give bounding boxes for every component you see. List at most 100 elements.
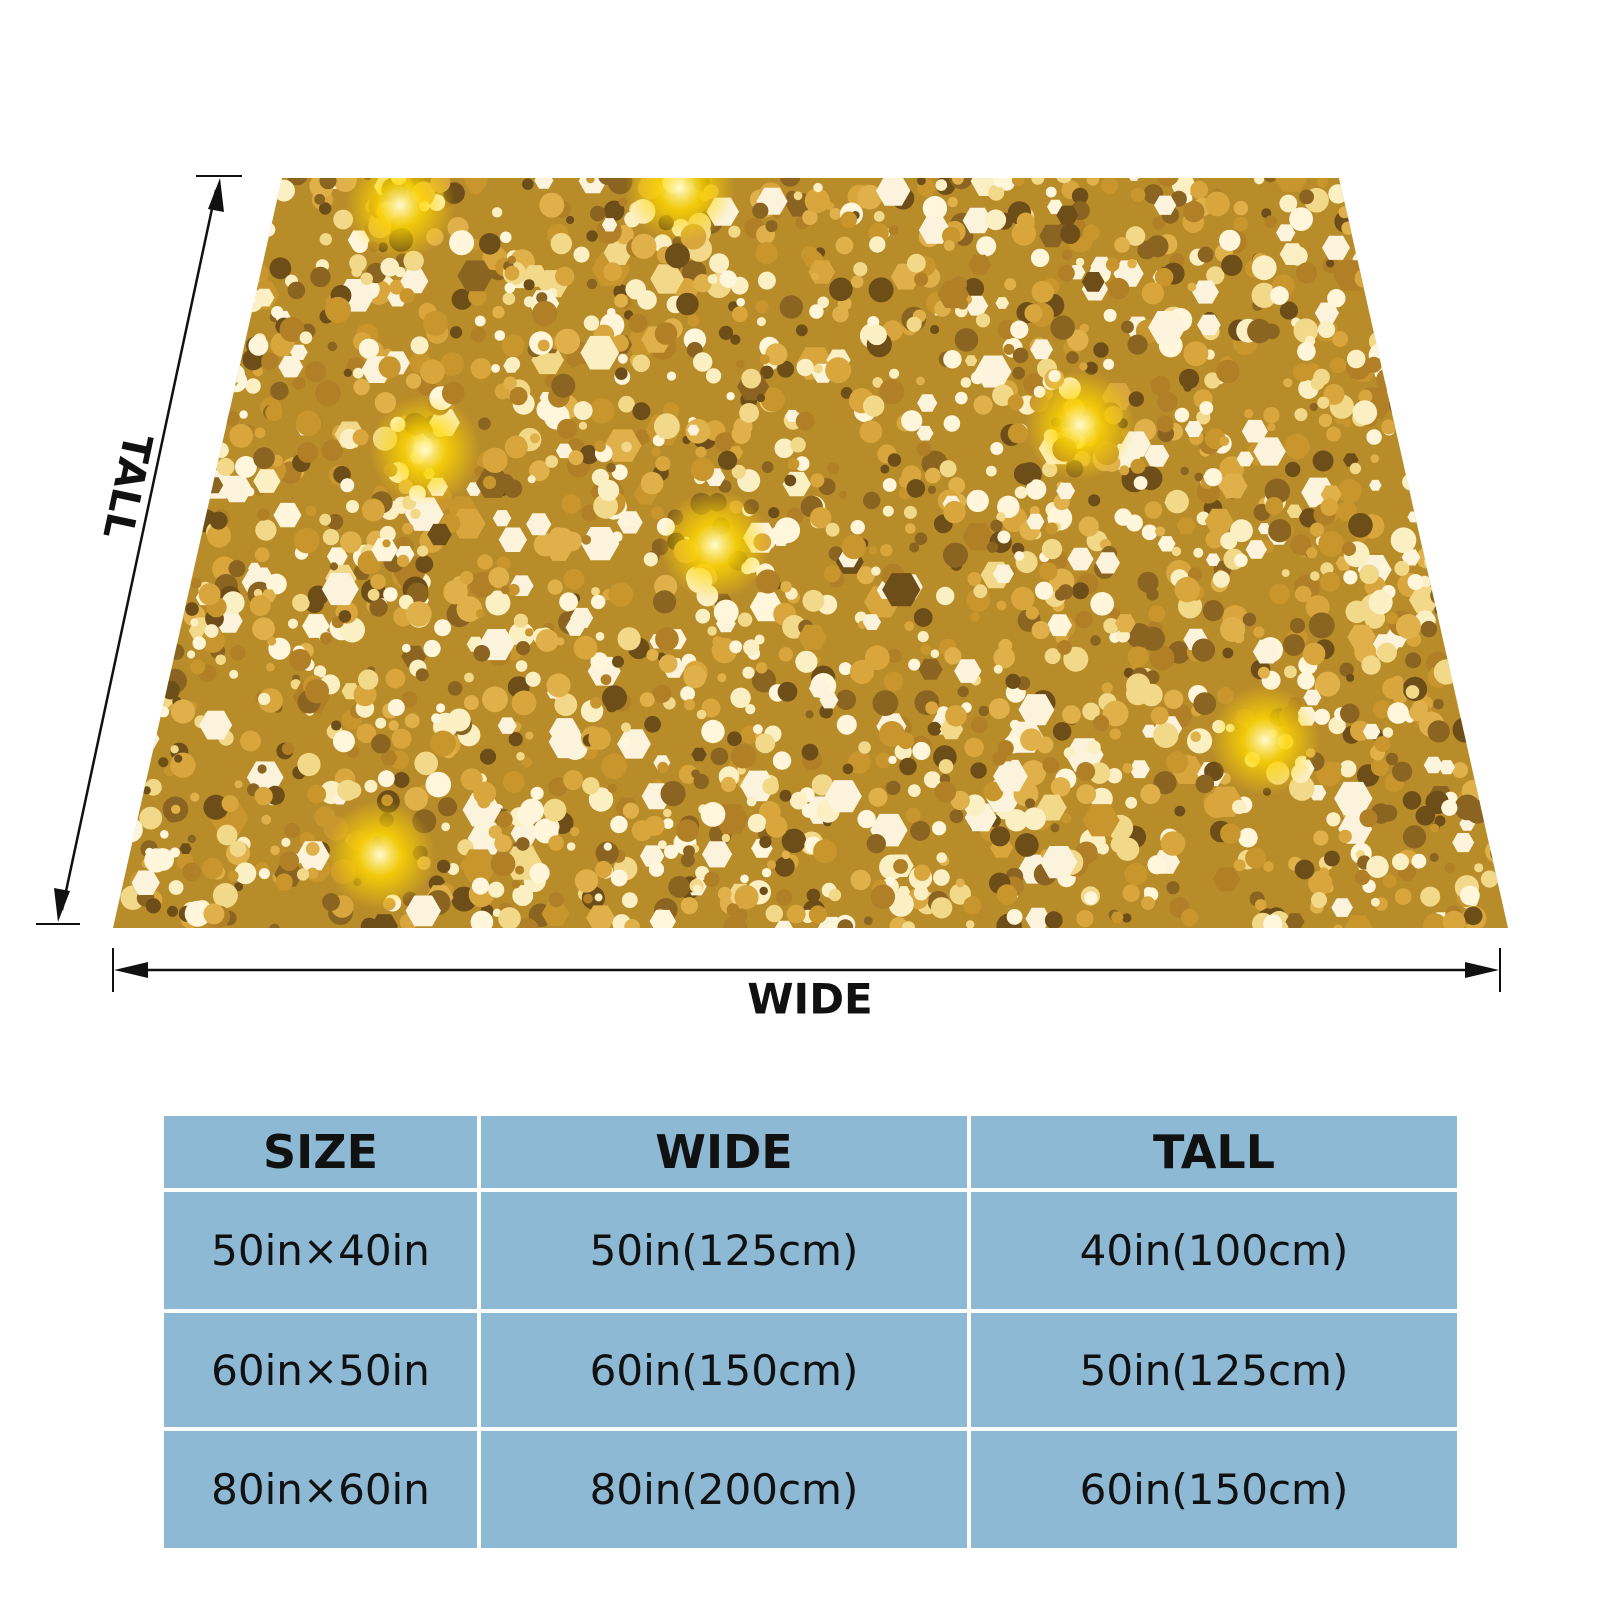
glitter-flake	[1101, 178, 1118, 195]
glitter-flake	[954, 659, 982, 683]
glitter-flake	[1441, 286, 1466, 311]
glitter-flake	[798, 624, 827, 650]
glitter-flake	[129, 637, 166, 669]
glitter-flake	[1496, 561, 1508, 579]
glitter-flake	[1495, 696, 1508, 715]
glitter-flake	[586, 230, 598, 242]
glitter-flake	[756, 393, 766, 403]
glitter-flake	[714, 432, 735, 452]
glitter-flake	[358, 338, 379, 359]
glitter-flake	[1320, 571, 1341, 592]
glitter-flake	[113, 628, 116, 639]
glitter-flake	[507, 255, 517, 265]
glitter-flake	[1062, 705, 1081, 724]
glitter-flake	[1445, 250, 1463, 268]
glitter-flake	[498, 907, 521, 928]
glitter-flake	[1405, 336, 1419, 348]
glitter-flake	[901, 410, 923, 432]
glitter-flake	[1439, 475, 1452, 488]
glitter-flake	[425, 771, 452, 798]
glitter-flake	[586, 905, 616, 928]
glitter-flake	[1471, 332, 1486, 347]
glitter-flake	[1396, 315, 1405, 324]
glitter-flake	[1442, 427, 1460, 445]
glitter-flake	[1205, 191, 1230, 217]
glitter-flake	[332, 730, 355, 753]
glitter-flake	[145, 847, 154, 857]
glitter-flake	[1297, 342, 1316, 361]
glitter-flake	[903, 505, 917, 519]
glitter-flake	[1123, 667, 1134, 679]
glitter-flake	[710, 747, 729, 766]
glitter-flake	[508, 732, 523, 747]
glitter-flake	[185, 333, 211, 358]
glitter-flake	[1339, 760, 1357, 778]
glitter-flake	[755, 569, 781, 594]
glitter-flake	[765, 904, 783, 923]
glitter-flake	[930, 649, 940, 658]
glitter-flake	[326, 547, 348, 566]
glitter-flake	[164, 219, 188, 243]
glitter-flake	[1394, 888, 1412, 905]
glitter-flake	[142, 306, 167, 331]
glitter-flake	[768, 507, 780, 519]
glitter-flake	[801, 803, 817, 818]
glitter-flake	[709, 253, 730, 274]
glitter-flake	[989, 826, 1011, 847]
glitter-flake	[978, 705, 990, 717]
glitter-flake	[220, 282, 231, 293]
glitter-flake	[169, 509, 181, 521]
glitter-flake	[1409, 438, 1422, 451]
glitter-flake	[943, 415, 961, 432]
glitter-flake	[603, 842, 612, 851]
glitter-flake	[1114, 237, 1130, 253]
glitter-flake	[1016, 591, 1031, 605]
glitter-flake	[1046, 614, 1073, 637]
glitter-flake	[217, 366, 240, 389]
glitter-flake	[1029, 506, 1040, 516]
glitter-flake	[568, 450, 584, 466]
glitter-flake	[471, 877, 490, 895]
glitter-flake	[1394, 560, 1410, 576]
glitter-flake	[187, 460, 207, 478]
glitter-flake	[380, 257, 400, 277]
glitter-flake	[1462, 309, 1482, 329]
glitter-flake	[1396, 266, 1409, 279]
arrow-head	[208, 178, 224, 212]
glitter-flake	[1204, 372, 1221, 389]
glitter-flake	[824, 780, 862, 813]
glitter-flake	[550, 232, 572, 255]
glitter-flake	[1010, 320, 1029, 339]
glitter-flake	[1382, 874, 1397, 889]
glitter-flake	[581, 535, 592, 545]
glitter-flake	[434, 619, 452, 637]
glitter-flake	[1442, 910, 1466, 928]
glitter-flake	[687, 314, 700, 327]
glitter-flake	[1399, 264, 1421, 286]
glitter-flake	[886, 780, 901, 795]
glitter-flake	[1013, 463, 1036, 485]
glitter-flake	[1202, 600, 1224, 622]
glitter-flake	[1424, 399, 1455, 426]
glitter-flake	[216, 457, 235, 476]
glitter-flake	[488, 881, 505, 898]
glitter-flake	[1057, 640, 1072, 655]
glitter-flake	[1324, 850, 1340, 867]
glitter-flake	[375, 717, 387, 729]
glitter-flake	[1232, 799, 1247, 815]
glitter-flake	[996, 512, 1006, 522]
glitter-flake	[1163, 689, 1184, 709]
glitter-flake	[779, 178, 801, 187]
glitter-flake	[1412, 179, 1428, 192]
glitter-flake	[1026, 513, 1045, 530]
glitter-flake	[1130, 187, 1146, 203]
glitter-flake	[1485, 839, 1508, 863]
glitter-flake	[113, 189, 148, 219]
glitter-flake	[1322, 235, 1350, 260]
glitter-flake	[649, 909, 676, 928]
glitter-flake	[960, 377, 972, 388]
glitter-flake	[1405, 652, 1422, 669]
glitter-flake	[554, 328, 581, 355]
glitter-flake	[474, 315, 486, 327]
glitter-flake	[655, 456, 671, 472]
